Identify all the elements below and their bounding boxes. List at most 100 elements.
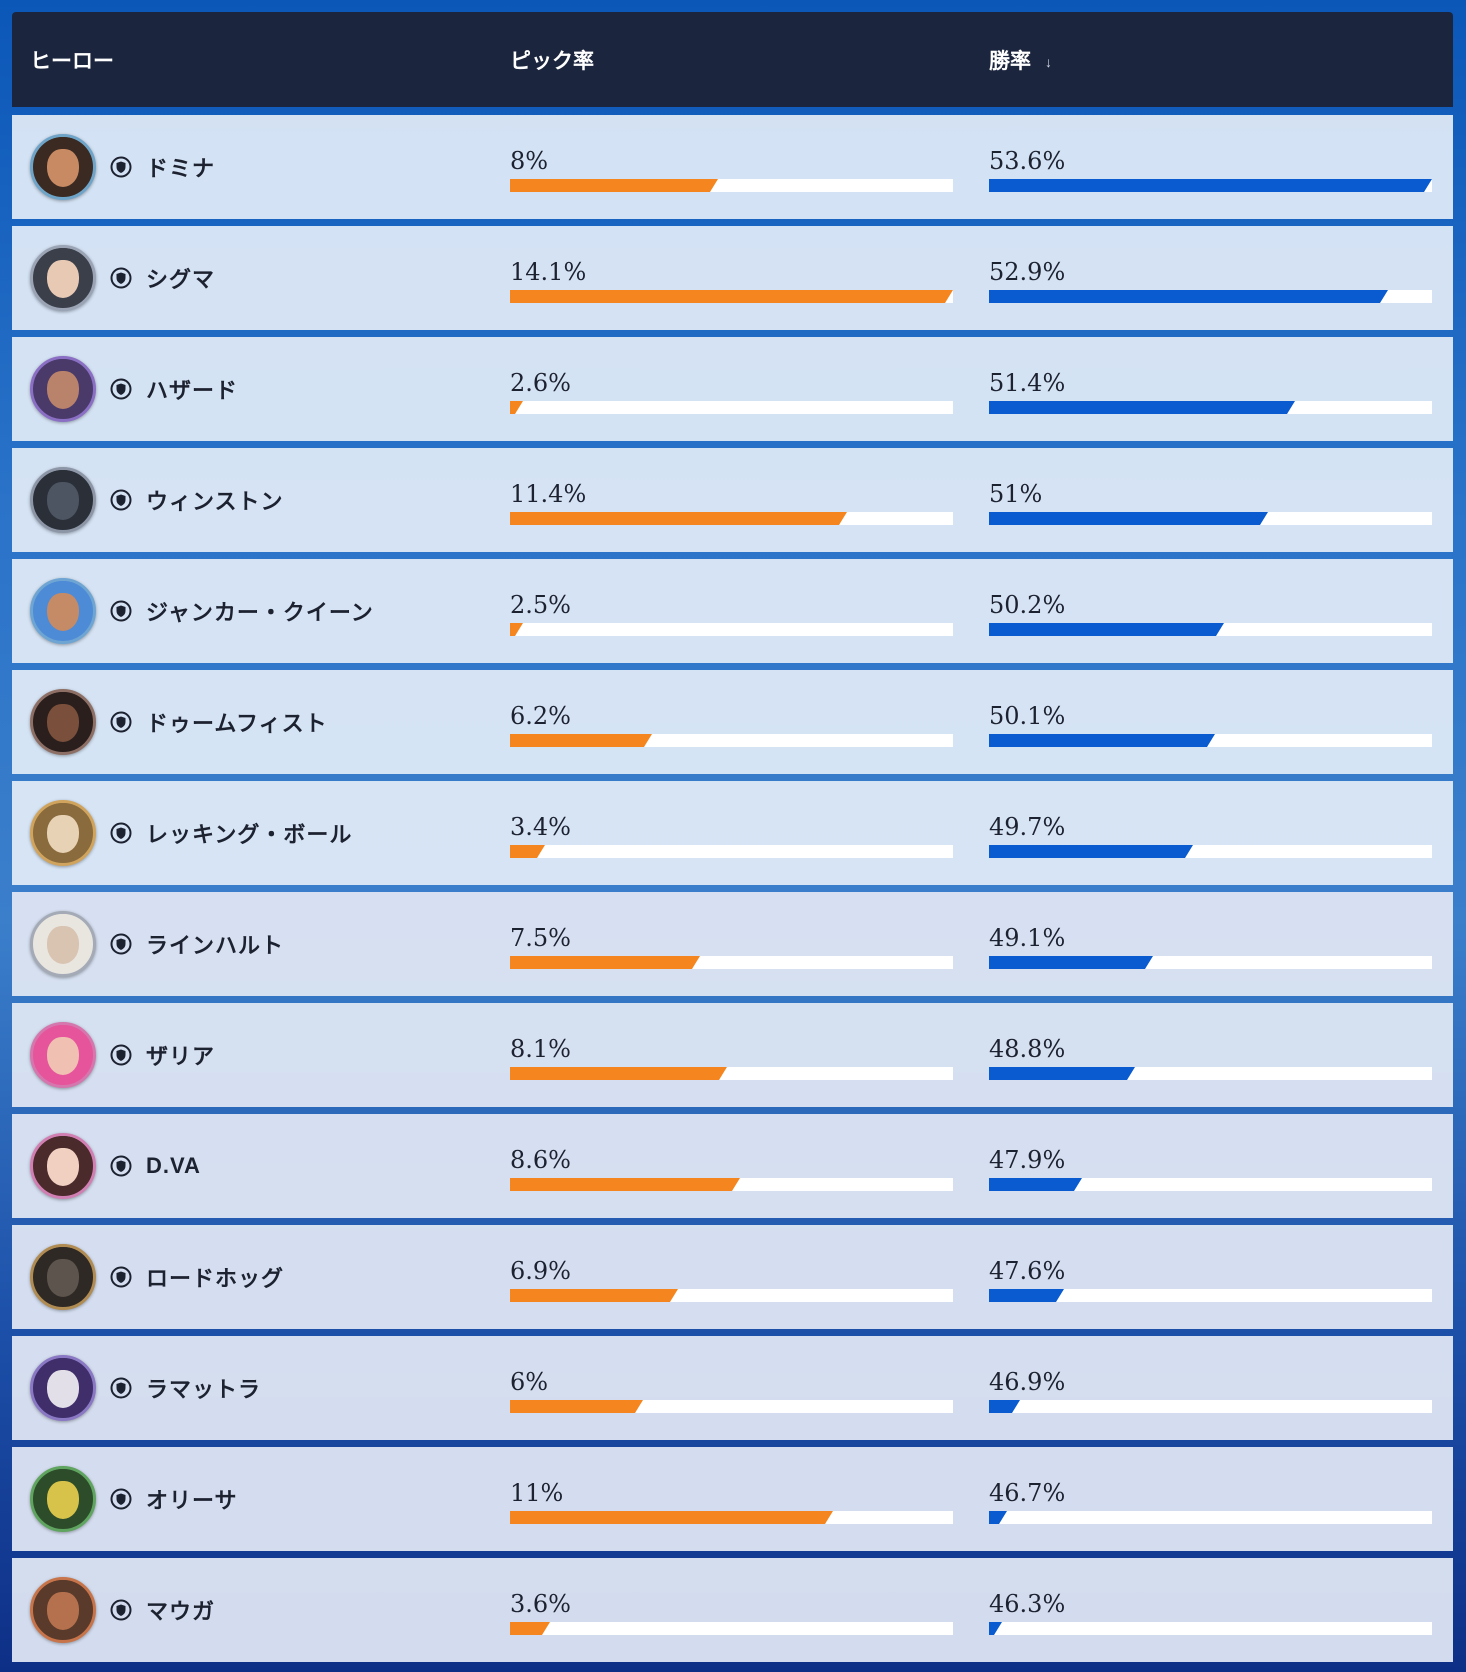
win-rate-cell: 51%: [989, 475, 1453, 525]
pick-rate-bar: [510, 734, 953, 747]
pick-rate-bar-fill: [510, 1622, 550, 1635]
win-rate-cell: 50.1%: [989, 697, 1453, 747]
win-rate-value: 49.7%: [989, 813, 1066, 841]
table-row[interactable]: ザリア 8.1% 48.8%: [12, 1003, 1453, 1107]
win-rate-value: 47.9%: [989, 1146, 1066, 1174]
hero-name[interactable]: ウィンストン: [146, 489, 284, 514]
hero-cell: ハザード: [12, 356, 510, 422]
table-row[interactable]: D.VA 8.6% 47.9%: [12, 1114, 1453, 1218]
pick-rate-bar-fill: [510, 1400, 643, 1413]
pick-rate-cell: 8.6%: [510, 1141, 989, 1191]
win-rate-value: 52.9%: [989, 258, 1066, 286]
hero-portrait: [30, 689, 96, 755]
table-row[interactable]: マウガ 3.6% 46.3%: [12, 1558, 1453, 1662]
table-row[interactable]: ハザード 2.6% 51.4%: [12, 337, 1453, 441]
pick-rate-cell: 14.1%: [510, 253, 989, 303]
win-rate-bar-fill: [989, 1400, 1020, 1413]
hero-stats-table: ヒーロー ピック率 勝率 ↓ ドミナ 8%: [12, 12, 1453, 1669]
table-row[interactable]: レッキング・ボール 3.4% 49.7%: [12, 781, 1453, 885]
hero-name[interactable]: ザリア: [146, 1044, 216, 1069]
pick-rate-cell: 2.5%: [510, 586, 989, 636]
win-rate-value: 49.1%: [989, 924, 1066, 952]
pick-rate-value: 2.5%: [510, 591, 571, 619]
hero-name[interactable]: ラインハルト: [146, 933, 285, 958]
hero-cell: シグマ: [12, 245, 510, 311]
hero-name[interactable]: レッキング・ボール: [146, 822, 353, 847]
hero-portrait: [30, 134, 96, 200]
hero-name[interactable]: マウガ: [146, 1599, 216, 1624]
hero-name[interactable]: ハザード: [146, 378, 239, 403]
win-rate-bar: [989, 1511, 1432, 1524]
pick-rate-bar: [510, 956, 953, 969]
win-rate-bar-fill: [989, 512, 1268, 525]
pick-rate-bar-fill: [510, 734, 652, 747]
hero-cell: ウィンストン: [12, 467, 510, 533]
pick-rate-value: 6.9%: [510, 1257, 571, 1285]
hero-cell: D.VA: [12, 1133, 510, 1199]
hero-name[interactable]: ラマットラ: [146, 1377, 262, 1402]
hero-name[interactable]: ドゥームフィスト: [146, 711, 328, 736]
table-row[interactable]: ラインハルト 7.5% 49.1%: [12, 892, 1453, 996]
win-rate-bar: [989, 1289, 1432, 1302]
win-rate-bar: [989, 623, 1432, 636]
pick-rate-cell: 11.4%: [510, 475, 989, 525]
column-header-pick-rate[interactable]: ピック率: [510, 49, 594, 73]
win-rate-value: 47.6%: [989, 1257, 1066, 1285]
table-row[interactable]: ドゥームフィスト 6.2% 50.1%: [12, 670, 1453, 774]
pick-rate-value: 14.1%: [510, 258, 587, 286]
tank-role-icon: [110, 267, 132, 289]
win-rate-cell: 53.6%: [989, 142, 1453, 192]
win-rate-bar-fill: [989, 1289, 1064, 1302]
pick-rate-value: 11%: [510, 1479, 564, 1507]
hero-portrait: [30, 1244, 96, 1310]
win-rate-bar-fill: [989, 1622, 1002, 1635]
win-rate-bar-fill: [989, 623, 1224, 636]
hero-portrait: [30, 356, 96, 422]
win-rate-value: 46.9%: [989, 1368, 1066, 1396]
table-row[interactable]: ロードホッグ 6.9% 47.6%: [12, 1225, 1453, 1329]
tank-role-icon: [110, 1266, 132, 1288]
hero-portrait: [30, 578, 96, 644]
win-rate-bar: [989, 1178, 1432, 1191]
table-row[interactable]: シグマ 14.1% 52.9%: [12, 226, 1453, 330]
table-row[interactable]: ラマットラ 6% 46.9%: [12, 1336, 1453, 1440]
pick-rate-bar-fill: [510, 956, 700, 969]
column-header-win-rate[interactable]: 勝率 ↓: [989, 45, 1453, 75]
hero-portrait: [30, 1355, 96, 1421]
table-row[interactable]: オリーサ 11% 46.7%: [12, 1447, 1453, 1551]
tank-role-icon: [110, 1044, 132, 1066]
pick-rate-bar-fill: [510, 179, 718, 192]
pick-rate-value: 8%: [510, 147, 549, 175]
hero-name[interactable]: ロードホッグ: [146, 1266, 285, 1291]
table-row[interactable]: ウィンストン 11.4% 51%: [12, 448, 1453, 552]
win-rate-cell: 46.7%: [989, 1474, 1453, 1524]
table-header: ヒーロー ピック率 勝率 ↓: [12, 12, 1453, 107]
win-rate-bar-fill: [989, 1511, 1007, 1524]
table-row[interactable]: ジャンカー・クイーン 2.5% 50.2%: [12, 559, 1453, 663]
hero-cell: ラインハルト: [12, 911, 510, 977]
hero-name[interactable]: ドミナ: [146, 156, 216, 181]
column-header-hero[interactable]: ヒーロー: [30, 49, 114, 73]
win-rate-cell: 47.6%: [989, 1252, 1453, 1302]
win-rate-cell: 49.1%: [989, 919, 1453, 969]
pick-rate-cell: 7.5%: [510, 919, 989, 969]
tank-role-icon: [110, 1377, 132, 1399]
pick-rate-bar: [510, 290, 953, 303]
hero-name[interactable]: オリーサ: [146, 1488, 238, 1513]
pick-rate-value: 8.1%: [510, 1035, 571, 1063]
hero-cell: ザリア: [12, 1022, 510, 1088]
table-row[interactable]: ドミナ 8% 53.6%: [12, 115, 1453, 219]
pick-rate-bar: [510, 1511, 953, 1524]
sort-down-arrow-icon[interactable]: ↓: [1045, 53, 1052, 70]
portrait-face: [47, 260, 79, 298]
pick-rate-bar-fill: [510, 290, 953, 303]
portrait-face: [47, 1592, 79, 1630]
portrait-face: [47, 926, 79, 964]
hero-name[interactable]: ジャンカー・クイーン: [146, 600, 374, 625]
hero-name[interactable]: D.VA: [146, 1153, 201, 1178]
hero-name[interactable]: シグマ: [146, 267, 216, 292]
pick-rate-cell: 11%: [510, 1474, 989, 1524]
tank-role-icon: [110, 1599, 132, 1621]
portrait-face: [47, 815, 79, 853]
hero-portrait: [30, 1466, 96, 1532]
